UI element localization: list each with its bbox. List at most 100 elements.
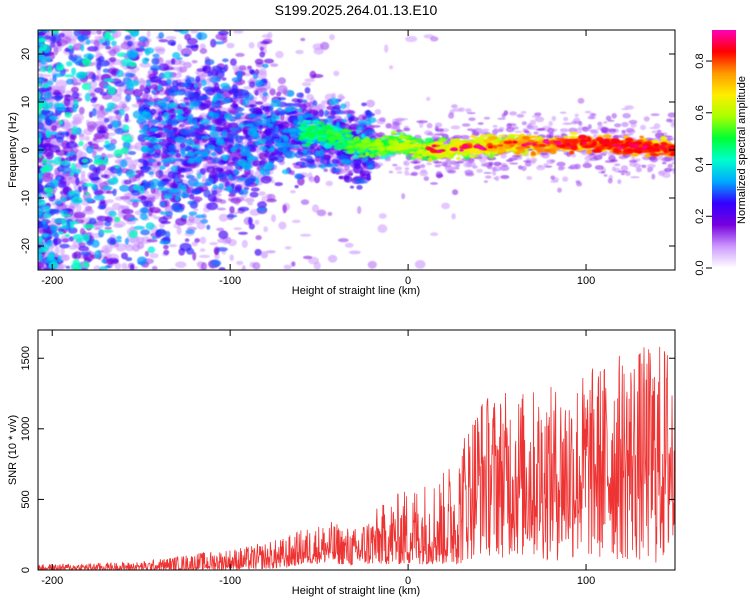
- spectrogram-cell: [333, 143, 342, 148]
- spectrogram-cell: [177, 43, 183, 52]
- spectrogram-cell: [146, 80, 151, 87]
- spectrogram-cell: [170, 165, 179, 172]
- spectrogram-cell: [151, 89, 157, 94]
- spectrogram-cell: [57, 180, 67, 188]
- spectrogram-cell: [312, 204, 319, 213]
- spectrogram-cell: [52, 73, 64, 78]
- spectrogram-cell: [617, 179, 622, 185]
- spectrogram-cell: [228, 174, 233, 179]
- spectrogram-cell: [247, 202, 254, 206]
- spectrogram-cell: [346, 149, 356, 154]
- spectrogram-cell: [104, 156, 109, 161]
- spectrogram-cell: [369, 154, 374, 158]
- spectrogram-cell: [106, 258, 114, 265]
- spectrogram-cell: [170, 132, 176, 141]
- spectrogram-cell: [472, 132, 480, 136]
- spectrogram-cell: [343, 110, 354, 115]
- spectrogram-cell: [218, 183, 224, 190]
- spectrogram-cell: [362, 115, 368, 120]
- spectrogram-cell: [93, 265, 101, 270]
- spectrogram-cell: [620, 173, 625, 175]
- spectrogram-cell: [158, 216, 168, 224]
- spectrogram-cell: [149, 253, 159, 259]
- spectrogram-cell: [494, 175, 500, 181]
- spectrogram-cell: [367, 164, 374, 169]
- spectrogram-cell: [175, 261, 187, 269]
- spectrogram-cell: [534, 116, 545, 123]
- spectrogram-cell: [218, 213, 229, 222]
- spectrogram-cell: [167, 187, 179, 194]
- spectrogram-cell: [249, 191, 259, 198]
- spectrogram-cell: [107, 237, 117, 246]
- spectrogram-cell: [574, 113, 579, 118]
- spectrogram-cell: [305, 144, 311, 147]
- spectrogram-cell: [248, 81, 256, 88]
- spectrogram-cell: [49, 34, 62, 44]
- spectrogram-cell: [614, 123, 622, 128]
- spectrogram-cell: [160, 189, 167, 194]
- spectrogram-cell: [96, 215, 108, 222]
- spectrogram-cell: [69, 135, 76, 139]
- spectrogram-cell: [558, 166, 566, 170]
- spectrogram-cell: [181, 214, 188, 219]
- spectrogram-cell: [301, 82, 312, 87]
- spectrogram-cell: [179, 128, 190, 136]
- spectrogram-cell: [59, 225, 69, 230]
- spectrogram-cell: [123, 179, 132, 185]
- spectrogram-cell: [312, 100, 318, 107]
- spectrogram-cell: [233, 30, 244, 34]
- spectrogram-cell: [271, 113, 278, 122]
- spectrogram-cell: [270, 179, 275, 184]
- spectrogram-cell: [195, 75, 201, 83]
- spectrogram-cell: [230, 197, 242, 204]
- spectrogram-cell: [101, 258, 107, 264]
- spectrogram-cell: [140, 141, 149, 146]
- spectrogram-cell: [349, 250, 361, 255]
- spectrogram-cell: [216, 227, 225, 232]
- spectrogram-cell: [60, 166, 73, 174]
- spectrogram-cell: [94, 87, 104, 94]
- spectrogram-cell: [215, 145, 222, 153]
- spectrogram-cell: [426, 122, 433, 129]
- spectrogram-cell: [488, 161, 494, 166]
- spectrogram-cell: [171, 118, 179, 126]
- spectrogram-cell: [173, 158, 184, 162]
- spectrogram-cell: [87, 141, 93, 145]
- spectrogram-cell: [210, 38, 217, 48]
- spectrogram-cell: [191, 60, 198, 64]
- spectrogram-cell: [455, 161, 465, 164]
- spectrogram-cell: [357, 154, 367, 158]
- spectrogram-cell: [174, 177, 180, 183]
- spectrogram-cell: [228, 193, 236, 198]
- spectrogram-cell: [38, 73, 44, 77]
- spectrogram-cell: [166, 78, 172, 86]
- spectrogram-cell: [309, 133, 316, 138]
- spectrogram-cell: [52, 237, 62, 245]
- spectrogram-cell: [124, 238, 129, 245]
- spectrogram-cell: [451, 213, 456, 220]
- spectrogram-cell: [404, 139, 412, 144]
- spectrogram-cell: [144, 48, 151, 56]
- spectrogram-cell: [72, 154, 77, 162]
- spectrogram-cell: [485, 175, 492, 179]
- spectrogram-cell: [640, 124, 646, 131]
- spectrogram-cell: [276, 123, 285, 128]
- spectrogram-cell: [108, 48, 117, 57]
- spectrogram-cell: [284, 246, 292, 250]
- spectrogram-cell: [78, 181, 84, 185]
- spectrogram-cell: [112, 176, 118, 182]
- spectrogram-cell: [667, 112, 675, 118]
- spectrogram-cell: [223, 156, 229, 162]
- spectrogram-cell: [622, 113, 631, 119]
- spectrogram-cell: [647, 163, 656, 168]
- spectrogram-cell: [104, 221, 112, 227]
- spectrogram-cell: [229, 254, 234, 261]
- spectrogram-cell: [626, 128, 634, 133]
- spectrogram-cell: [456, 162, 460, 168]
- spectrogram-cell: [129, 199, 141, 203]
- spectrogram-cell: [374, 142, 384, 146]
- spectrogram-cell: [336, 116, 342, 119]
- spectrogram-cell: [255, 176, 260, 185]
- spectrogram-cell: [456, 156, 461, 161]
- spectrogram-cell: [308, 176, 315, 183]
